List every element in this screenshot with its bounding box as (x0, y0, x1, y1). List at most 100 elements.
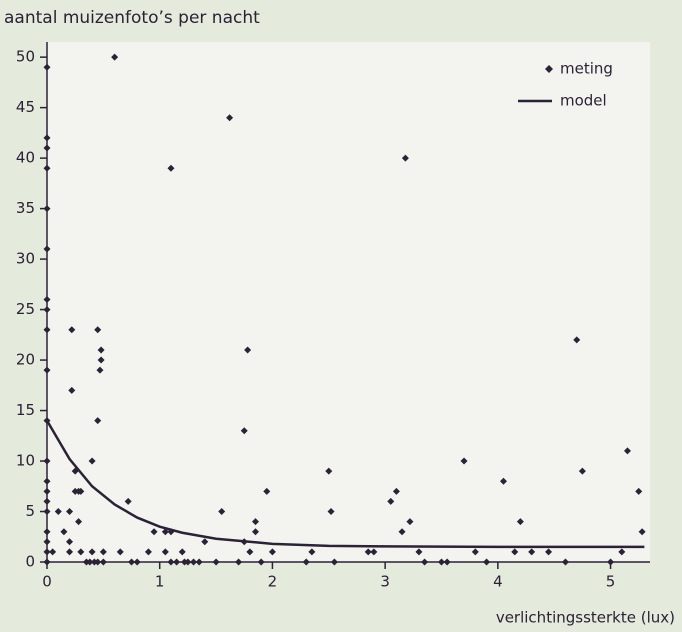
data-point (212, 558, 220, 566)
data-point (218, 508, 226, 516)
data-point (133, 558, 141, 566)
data-point (144, 548, 152, 556)
chart-title: aantal muizenfoto’s per nacht (4, 8, 260, 28)
data-point (246, 548, 254, 556)
data-point (167, 558, 175, 566)
data-point (167, 164, 175, 172)
data-point (302, 558, 310, 566)
data-point (43, 528, 51, 536)
data-point (387, 497, 395, 505)
data-point (88, 457, 96, 465)
legend-label: meting (560, 60, 613, 78)
data-point (128, 558, 136, 566)
data-point (86, 558, 94, 566)
data-point (573, 336, 581, 344)
data-point (240, 427, 248, 435)
y-tick-label: 35 (16, 199, 35, 217)
data-point (43, 497, 51, 505)
data-point (60, 528, 68, 536)
data-point (578, 467, 586, 475)
data-point (370, 548, 378, 556)
data-point (99, 548, 107, 556)
y-tick-label: 0 (25, 553, 35, 571)
y-tick-label: 30 (16, 250, 35, 268)
data-point (43, 538, 51, 546)
x-tick-label: 3 (380, 573, 390, 591)
data-point (49, 548, 57, 556)
data-point (43, 295, 51, 303)
data-point (308, 548, 316, 556)
data-point (66, 538, 74, 546)
data-point (545, 548, 553, 556)
data-point (406, 518, 414, 526)
y-tick-label: 50 (16, 48, 35, 66)
data-point (252, 518, 260, 526)
data-point (97, 346, 105, 354)
data-point (511, 548, 519, 556)
data-point (460, 457, 468, 465)
data-point (43, 326, 51, 334)
data-point (257, 558, 265, 566)
data-point (43, 144, 51, 152)
data-point (364, 548, 372, 556)
legend-marker (545, 65, 553, 73)
data-point (635, 487, 643, 495)
model-line (45, 420, 645, 549)
data-point (75, 518, 83, 526)
y-tick-label: 25 (16, 300, 35, 318)
y-tick-label: 5 (25, 502, 35, 520)
data-point (43, 366, 51, 374)
data-point (94, 417, 102, 425)
data-point (88, 548, 96, 556)
x-tick-label: 1 (155, 573, 165, 591)
data-point (54, 508, 62, 516)
data-point (90, 558, 98, 566)
data-point (184, 558, 192, 566)
data-point (195, 558, 203, 566)
data-point (327, 508, 335, 516)
data-point (325, 467, 333, 475)
data-point (398, 528, 406, 536)
data-point (94, 326, 102, 334)
data-point (111, 53, 119, 61)
data-point (173, 558, 181, 566)
data-point (43, 487, 51, 495)
data-point (252, 528, 260, 536)
y-tick-label: 10 (16, 452, 35, 470)
data-point (618, 548, 626, 556)
y-tick-label: 20 (16, 351, 35, 369)
data-point (528, 548, 536, 556)
data-point (178, 548, 186, 556)
data-point (77, 548, 85, 556)
x-tick-label: 4 (493, 573, 503, 591)
data-point (97, 356, 105, 364)
data-point (235, 558, 243, 566)
data-point (263, 487, 271, 495)
legend-label: model (560, 92, 607, 110)
data-point (421, 558, 429, 566)
data-point (43, 245, 51, 253)
data-point (43, 63, 51, 71)
data-point (96, 366, 104, 374)
data-point (190, 558, 198, 566)
data-point (471, 548, 479, 556)
data-point (623, 447, 631, 455)
data-point (66, 548, 74, 556)
data-point (43, 548, 51, 556)
data-point (43, 134, 51, 142)
data-point (43, 205, 51, 213)
data-point (226, 114, 234, 122)
data-point (443, 558, 451, 566)
data-point (437, 558, 445, 566)
data-point (561, 558, 569, 566)
data-point (66, 508, 74, 516)
data-point (201, 538, 209, 546)
data-point (150, 528, 158, 536)
data-point (43, 164, 51, 172)
data-point (116, 548, 124, 556)
data-point (43, 306, 51, 314)
data-point (244, 346, 252, 354)
x-tick-label: 0 (42, 573, 52, 591)
y-tick-label: 15 (16, 401, 35, 419)
